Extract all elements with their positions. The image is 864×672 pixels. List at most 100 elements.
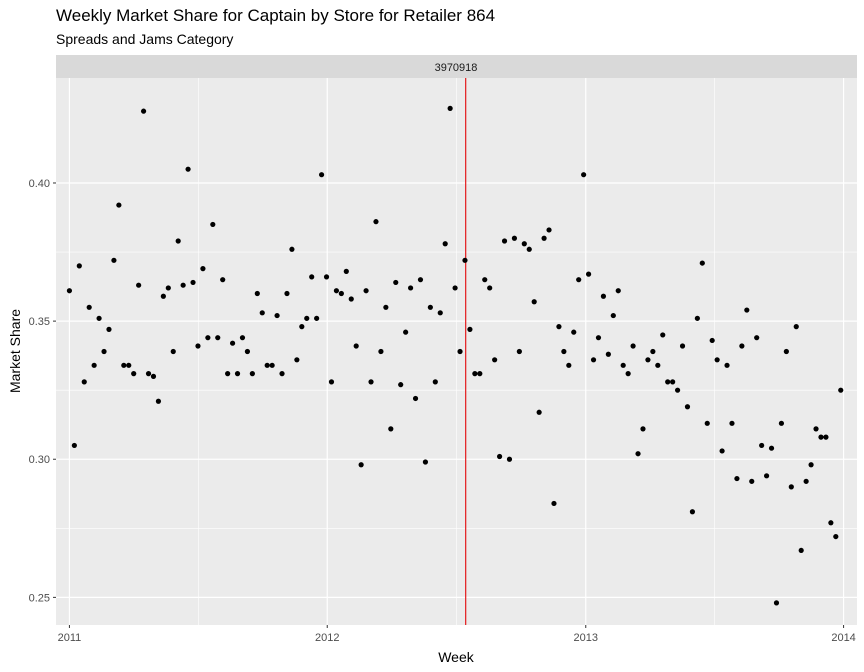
data-point: [650, 348, 656, 355]
data-point: [200, 266, 206, 272]
data-point: [793, 324, 799, 330]
data-point: [398, 382, 404, 388]
data-point: [121, 362, 127, 368]
facet-strip-label: 3970918: [435, 62, 478, 74]
data-point: [833, 533, 839, 540]
data-point: [754, 335, 760, 341]
data-point: [571, 329, 577, 335]
data-point: [131, 371, 137, 377]
data-point: [437, 310, 443, 316]
data-point: [838, 387, 844, 393]
data-point: [368, 379, 374, 385]
data-point: [576, 277, 582, 283]
data-point: [625, 371, 631, 377]
data-point: [318, 172, 325, 178]
y-tick-label: 0.25: [29, 592, 50, 604]
data-point: [229, 340, 236, 346]
data-point: [744, 307, 750, 313]
data-point: [234, 371, 241, 377]
data-point: [689, 509, 696, 515]
data-point: [373, 219, 379, 225]
major-gridlines: [56, 78, 857, 625]
data-point: [759, 442, 765, 449]
data-point: [116, 202, 122, 208]
data-point: [323, 274, 330, 280]
data-point: [378, 348, 384, 355]
data-point: [338, 290, 344, 297]
data-point: [635, 451, 641, 457]
data-point: [447, 105, 453, 111]
data-point: [309, 274, 315, 280]
data-point: [511, 235, 518, 241]
data-point: [140, 108, 147, 114]
data-point: [492, 357, 498, 363]
data-point: [86, 304, 92, 310]
data-point: [699, 260, 705, 266]
data-point: [328, 379, 335, 385]
x-tick-label: 2013: [574, 632, 598, 644]
data-point: [808, 462, 814, 468]
data-point: [215, 335, 221, 341]
data-point: [670, 379, 676, 385]
chart-subtitle: Spreads and Jams Category: [56, 31, 234, 47]
data-point: [739, 343, 745, 349]
data-point: [407, 285, 414, 291]
data-point: [679, 343, 686, 349]
data-point: [150, 373, 157, 379]
data-point: [590, 357, 597, 363]
data-point: [111, 257, 117, 263]
data-point: [798, 547, 804, 554]
data-point: [546, 227, 552, 233]
data-point: [551, 500, 557, 507]
data-point: [289, 246, 295, 252]
x-axis-ticks: 2011 2012 2013 2014: [58, 625, 856, 644]
data-point: [605, 351, 611, 357]
data-point: [254, 290, 260, 297]
data-point: [96, 315, 102, 321]
data-point: [719, 448, 725, 454]
data-point: [734, 475, 740, 482]
data-point: [501, 238, 508, 244]
data-point: [145, 371, 152, 377]
data-point: [581, 172, 587, 178]
data-point: [566, 362, 572, 368]
data-point: [160, 293, 166, 299]
data-point: [259, 310, 265, 316]
data-point: [724, 362, 730, 368]
data-point: [516, 348, 522, 355]
data-point: [477, 371, 483, 377]
data-point: [106, 326, 112, 332]
data-point: [412, 395, 419, 402]
data-point: [694, 315, 700, 321]
data-point: [348, 296, 354, 302]
data-point: [452, 285, 458, 291]
data-point: [536, 409, 542, 415]
data-point: [660, 332, 666, 338]
data-point: [155, 398, 162, 404]
data-point: [704, 420, 710, 426]
data-point: [778, 420, 785, 426]
data-point: [600, 293, 607, 299]
data-point: [126, 362, 132, 368]
data-point: [487, 285, 493, 291]
data-point: [714, 357, 720, 363]
data-point: [472, 371, 478, 377]
data-point: [506, 456, 513, 462]
data-point: [294, 357, 300, 363]
minor-gridlines: [56, 78, 857, 625]
data-point: [615, 288, 621, 294]
data-point: [220, 277, 226, 283]
data-point: [640, 426, 646, 432]
data-point: [823, 434, 829, 440]
data-point: [239, 335, 246, 341]
y-axis-title: Market Share: [7, 309, 23, 393]
data-point: [442, 241, 448, 247]
data-point: [264, 362, 270, 368]
data-point: [427, 304, 433, 310]
data-point: [210, 221, 216, 228]
data-point: [101, 348, 107, 355]
data-point: [190, 279, 196, 286]
data-point: [496, 453, 503, 460]
data-point: [81, 379, 87, 385]
